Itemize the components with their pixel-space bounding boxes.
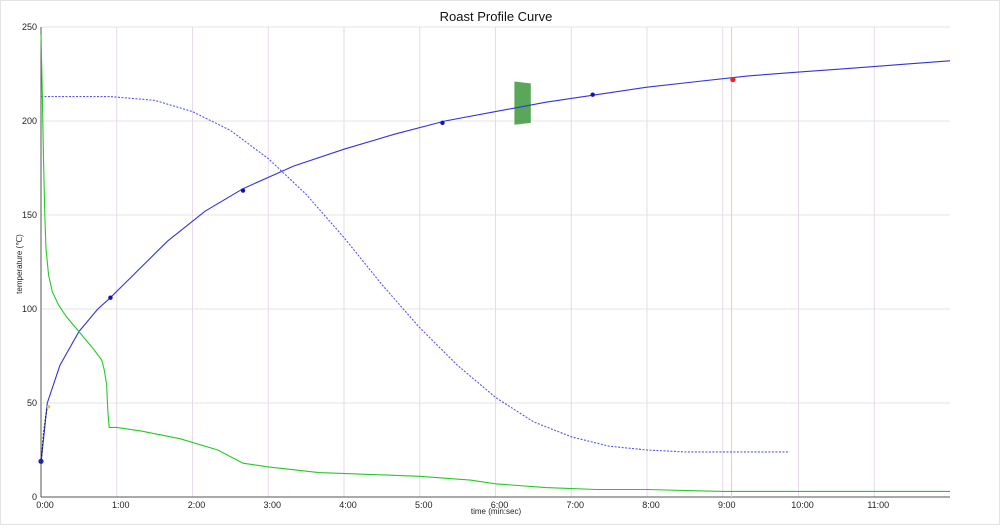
y-axis-label: temperature (℃) — [15, 234, 24, 294]
point-marker — [38, 458, 44, 464]
series-line-1 — [40, 60, 951, 464]
series-marker — [108, 295, 113, 300]
shaded-band — [514, 81, 531, 125]
x-tick-label: 5:00 — [415, 500, 433, 510]
series-marker — [240, 188, 246, 193]
x-tick-label: 7:00 — [566, 500, 584, 510]
x-tick-label: 2:00 — [188, 500, 206, 510]
series-marker — [440, 120, 445, 126]
y-tick-label: 50 — [27, 398, 37, 408]
y-tick-label: 150 — [22, 210, 37, 220]
series-line-4 — [40, 406, 48, 464]
plot-area — [38, 27, 951, 497]
x-tick-label: 6:00 — [491, 500, 509, 510]
x-tick-label: 4:00 — [339, 500, 357, 510]
tick-labels: 0 50 100 150 200 250 0:00 1:00 2:00 3:00 4:00 5:00 6… — [22, 22, 889, 510]
y-tick-label: 200 — [22, 116, 37, 126]
point-marker — [730, 77, 736, 83]
x-tick-label: 0:00 — [36, 500, 54, 510]
y-tick-label: 250 — [22, 22, 37, 32]
x-axis-label: time (min:sec) — [471, 507, 522, 516]
grid-lines — [40, 26, 950, 498]
x-tick-label: 8:00 — [642, 500, 660, 510]
series-marker — [590, 92, 595, 97]
y-tick-label: 0 — [32, 492, 37, 502]
x-tick-label: 9:00 — [718, 500, 736, 510]
x-tick-label: 10:00 — [791, 500, 814, 510]
x-tick-label: 11:00 — [867, 500, 889, 510]
series-line-2 — [41, 96, 790, 453]
y-tick-label: 100 — [22, 304, 37, 314]
axes — [40, 27, 950, 498]
chart-title: Roast Profile Curve — [440, 9, 553, 24]
x-tick-label: 3:00 — [263, 500, 281, 510]
small-point-marker — [46, 404, 51, 409]
series-line-3 — [40, 34, 950, 492]
x-tick-label: 1:00 — [112, 500, 130, 510]
